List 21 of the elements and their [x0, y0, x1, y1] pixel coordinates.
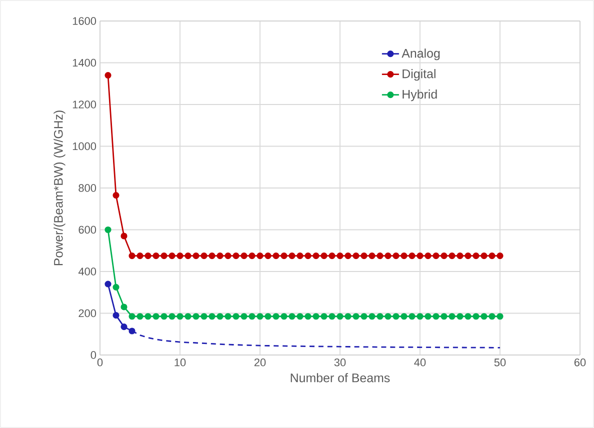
y-tick-label: 800: [78, 184, 96, 192]
y-tick-label: 1400: [72, 58, 96, 67]
y-tick-label: 0: [90, 351, 96, 359]
y-tick-label: 1000: [72, 142, 96, 150]
y-tick-label: 1600: [72, 17, 96, 25]
y-tick-label: 400: [78, 268, 96, 276]
x-tick-label: 40: [414, 358, 426, 366]
x-tick-label: 0: [97, 358, 103, 366]
legend-label: Hybrid: [402, 90, 437, 102]
x-tick-label: 10: [174, 358, 186, 366]
x-tick-label: 50: [494, 358, 506, 366]
legend-label: Analog: [402, 48, 440, 60]
legend-label: Digital: [402, 69, 436, 81]
y-tick-label: 600: [78, 226, 96, 234]
y-axis-title: Power/(Beam*BW) (W/GHz): [54, 110, 66, 266]
x-tick-label: 60: [574, 358, 586, 366]
x-tick-label: 30: [334, 358, 346, 366]
y-tick-label: 200: [78, 309, 96, 318]
y-tick-label: 1200: [72, 100, 96, 108]
x-tick-label: 20: [254, 358, 266, 366]
x-axis-title: Number of Beams: [290, 373, 390, 382]
